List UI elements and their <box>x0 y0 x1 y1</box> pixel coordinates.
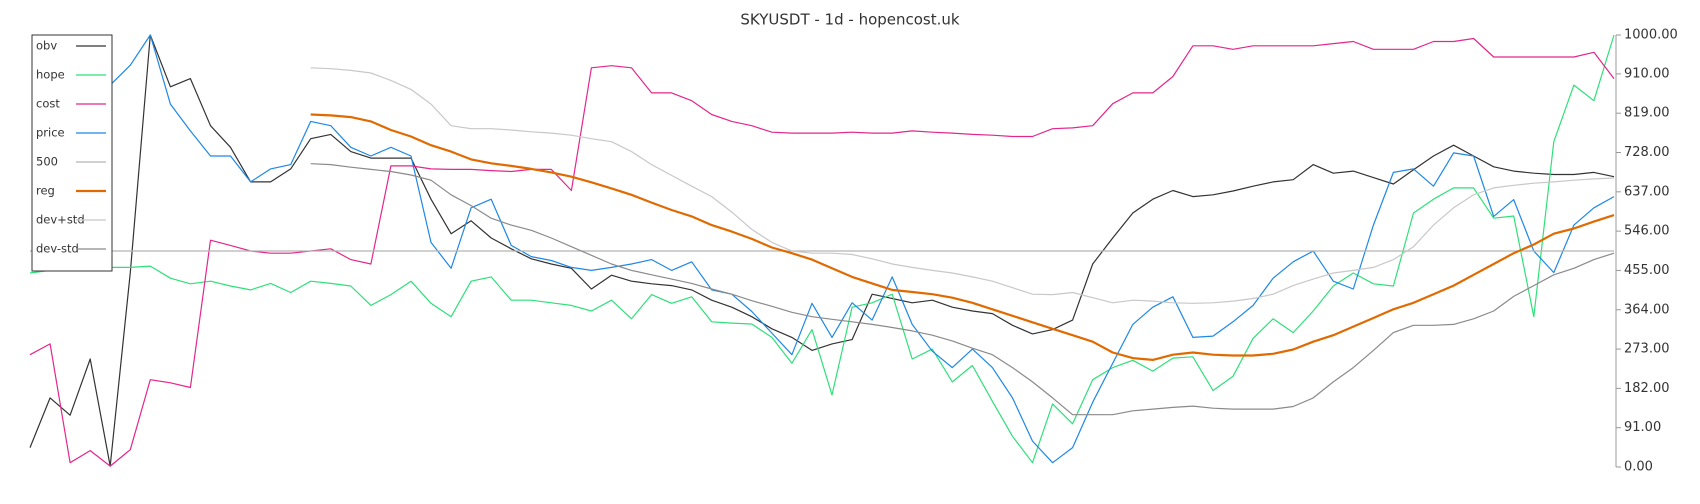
y-tick-label: 91.00 <box>1624 420 1661 435</box>
series-line <box>109 34 1615 464</box>
y-tick-label: 182.00 <box>1624 381 1670 396</box>
y-tick-label: 546.00 <box>1624 224 1670 239</box>
legend-label: 500 <box>36 155 58 169</box>
y-tick-label: 0.00 <box>1624 460 1653 475</box>
y-tick-label: 637.00 <box>1624 184 1670 199</box>
legend-label: dev-std <box>36 242 79 256</box>
y-tick-label: 910.00 <box>1624 66 1670 81</box>
series-line <box>310 113 1615 361</box>
legend-label: cost <box>36 97 60 111</box>
legend-label: reg <box>36 184 55 198</box>
chart-title: SKYUSDT - 1d - hopencost.uk <box>740 11 959 29</box>
series-line <box>310 67 1615 304</box>
legend-label: dev+std <box>36 213 85 227</box>
series-line <box>29 37 1615 467</box>
y-tick-label: 364.00 <box>1624 302 1670 317</box>
series-line <box>29 34 1615 467</box>
series-line <box>310 163 1615 416</box>
legend-label: price <box>36 126 65 140</box>
legend-box <box>31 34 113 272</box>
y-tick-label: 728.00 <box>1624 145 1670 160</box>
legend-label: hope <box>36 68 65 82</box>
y-tick-label: 1000.00 <box>1624 28 1678 43</box>
series-line <box>29 34 1615 464</box>
y-tick-label: 455.00 <box>1624 263 1670 278</box>
y-tick-label: 273.00 <box>1624 342 1670 357</box>
legend-label: obv <box>36 39 57 53</box>
y-tick-label: 819.00 <box>1624 106 1670 121</box>
